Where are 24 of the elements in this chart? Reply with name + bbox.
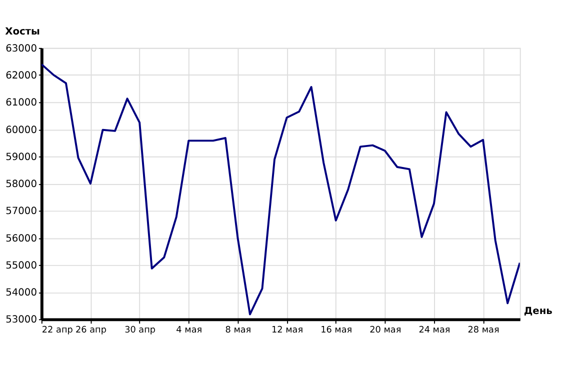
y-axis-title: Хосты (5, 26, 40, 38)
x-tick-label: 20 мая (370, 326, 402, 336)
x-tick-label: 30 апр (124, 326, 156, 336)
y-tick-label: 61000 (6, 98, 37, 109)
x-tick-label: 4 мая (176, 326, 202, 336)
y-tick-label: 57000 (6, 206, 37, 218)
x-tick-label: 22 апр (42, 326, 74, 336)
x-tick-label: 16 мая (320, 326, 352, 336)
y-tick-label: 54000 (6, 288, 37, 299)
x-tick-label: 8 мая (225, 326, 252, 336)
x-axis-title: День (524, 306, 552, 317)
line-series (41, 63, 520, 316)
y-tick-label: 56000 (6, 233, 37, 244)
y-tick-label: 55000 (6, 260, 37, 272)
y-tick-label: 60000 (6, 124, 37, 136)
y-tick-label: 59000 (6, 152, 37, 163)
x-tick-label: 12 мая (271, 326, 304, 336)
x-tick-label: 26 апр (76, 326, 107, 336)
y-tick-label: 63000 (6, 43, 37, 54)
y-tick-label: 58000 (6, 179, 37, 190)
x-tick-label: 24 мая (418, 326, 450, 336)
y-tick-label: 62000 (6, 70, 37, 82)
x-tick-label: 28 мая (468, 326, 500, 336)
y-tick-label: 53000 (6, 314, 37, 326)
